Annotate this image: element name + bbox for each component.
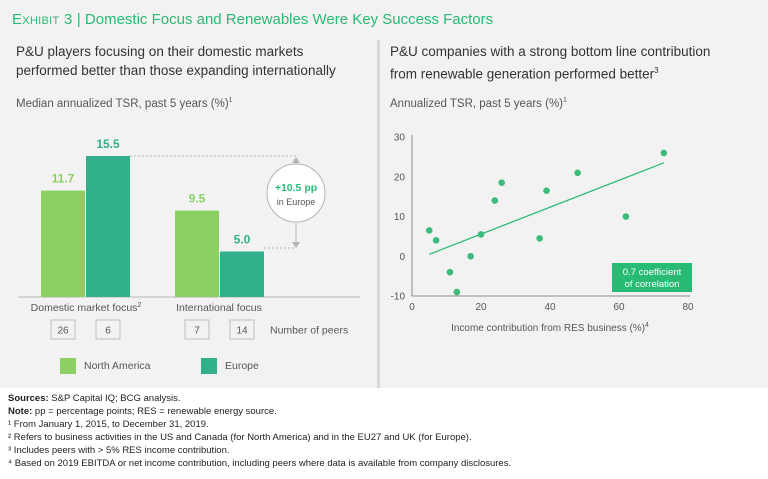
x-axis-label: Income contribution from RES business (%…: [451, 322, 649, 334]
y-tick-label: -10: [391, 292, 406, 303]
europe-swatch: [201, 358, 217, 374]
right-heading-line2: from renewable generation performed bett…: [390, 66, 655, 82]
peer-count: 26: [57, 326, 69, 337]
scatter-point: [453, 288, 461, 296]
x-tick-label: 40: [544, 302, 556, 313]
left-heading-line1: P&U players focusing on their domestic m…: [16, 44, 304, 59]
bar-chart: 11.7 26 9.5 7 15.5 6 5.0 14 Domestic market focu…: [18, 137, 360, 340]
correlation-box: [612, 263, 692, 292]
left-subtitle: Median annualized TSR, past 5 years (%)1: [16, 97, 233, 110]
peer-box: [184, 319, 210, 340]
scatter-point: [660, 149, 668, 157]
scatter-point: [498, 179, 506, 187]
x-tick-label: 20: [475, 302, 487, 313]
trendline: [429, 162, 665, 255]
category-note: 2: [137, 302, 141, 309]
footnote-3: ³ Includes peers with > 5% RES income co…: [8, 445, 230, 457]
right-heading: P&U companies with a strong bottom line …: [390, 42, 710, 84]
panel-divider: [377, 40, 380, 388]
correlation-value: 0.7 coefficient: [623, 267, 682, 278]
bar-north-america-1: [175, 210, 219, 297]
footnote-2: ² Refers to business activities in the U…: [8, 432, 472, 444]
arrow-up-icon: [292, 157, 300, 163]
bar-value-label: 15.5: [96, 137, 120, 151]
scatter-point: [432, 237, 440, 244]
scatter-point: [425, 227, 433, 234]
y-tick-label: 10: [394, 212, 406, 223]
sources-text: S&P Capital IQ; BCG analysis.: [51, 393, 181, 404]
peer-count: 6: [105, 326, 111, 337]
bar-value-label: 11.7: [52, 172, 75, 186]
legend-north-america-label: North America: [84, 359, 151, 372]
left-heading: P&U players focusing on their domestic m…: [16, 42, 336, 80]
right-subtitle: Annualized TSR, past 5 years (%)1: [390, 97, 567, 110]
legend-north-america: North America: [60, 358, 151, 374]
category-label-text: Domestic market focus: [31, 302, 138, 314]
x-tick-label: 80: [682, 302, 694, 313]
scatter-point: [536, 235, 543, 242]
x-axis-label-text: Income contribution from RES business (%…: [451, 323, 645, 334]
arrow-down-icon: [292, 242, 300, 248]
peer-count: 7: [194, 326, 200, 337]
scatter-point: [622, 213, 630, 220]
left-subtitle-text: Median annualized TSR, past 5 years (%): [16, 97, 229, 110]
exhibit-separator: |: [76, 11, 81, 28]
footnotes: Sources: S&P Capital IQ; BCG analysis. N…: [8, 392, 511, 471]
scatter-point: [477, 231, 485, 238]
x-axis-label-note: 4: [645, 322, 649, 329]
peer-count: 14: [236, 326, 248, 337]
scatter-point: [446, 268, 454, 276]
exhibit-label: Exhibit 3: [12, 11, 73, 28]
annotation-subtext: in Europe: [277, 197, 316, 207]
right-subtitle-text: Annualized TSR, past 5 years (%): [390, 97, 564, 110]
legend-europe-label: Europe: [225, 359, 259, 372]
category-label-text: International focus: [176, 302, 262, 314]
left-heading-line2: performed better than those expanding in…: [16, 63, 336, 78]
right-heading-note: 3: [654, 66, 659, 75]
footnote-1: ¹ From January 1, 2015, to December 31, …: [8, 419, 209, 431]
peer-box: [50, 319, 76, 340]
exhibit-title-text: Domestic Focus and Renewables Were Key S…: [84, 11, 494, 28]
peer-box: [229, 319, 255, 340]
scatter-point: [574, 169, 581, 177]
bar-value-label: 5.0: [234, 233, 251, 247]
exhibit-panel: Exhibit 3 | Domestic Focus and Renewable…: [0, 0, 768, 388]
scatter-point: [467, 252, 474, 260]
bar-europe-0: [86, 156, 130, 297]
exhibit-title: Exhibit 3 | Domestic Focus and Renewable…: [12, 11, 493, 28]
left-subtitle-note: 1: [228, 97, 233, 104]
y-tick-label: 20: [394, 172, 406, 183]
scatter-point: [491, 197, 499, 204]
x-tick-label: 60: [613, 302, 625, 313]
y-tick-label: 30: [394, 133, 406, 144]
north-america-swatch: [60, 358, 76, 374]
bar-value-label: 9.5: [189, 192, 206, 206]
scatter-point: [543, 187, 550, 194]
legend-europe: Europe: [201, 358, 259, 374]
bar-north-america-0: [41, 190, 85, 297]
bar-europe-1: [220, 251, 264, 297]
right-subtitle-note: 1: [563, 97, 567, 104]
sources-label: Sources:: [8, 393, 49, 404]
category-label: International focus: [176, 302, 262, 314]
note-label: Note:: [8, 406, 33, 418]
peer-box: [95, 319, 121, 340]
right-heading-line1: P&U companies with a strong bottom line …: [390, 44, 711, 59]
category-label: Domestic market focus2: [31, 302, 142, 314]
note-text: pp = percentage points; RES = renewable …: [34, 406, 277, 418]
annotation-value: +10.5 pp: [275, 182, 317, 194]
annotation-circle: [266, 163, 326, 223]
x-tick-label: 0: [409, 302, 415, 313]
footnote-4: ⁴ Based on 2019 EBITDA or net income con…: [8, 458, 512, 470]
correlation-label: of correlation: [625, 279, 680, 290]
peers-label: Number of peers: [270, 325, 348, 337]
y-tick-label: 0: [399, 252, 405, 263]
